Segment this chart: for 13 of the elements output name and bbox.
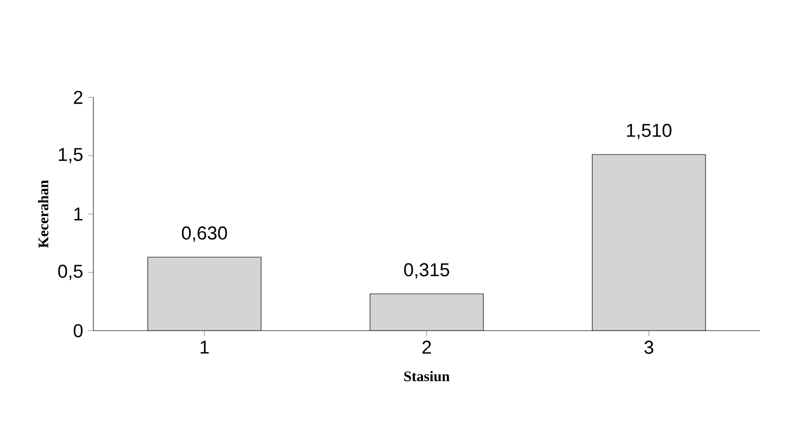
y-tick-label: 1,5 [58, 148, 83, 164]
x-tick-label: 1 [200, 340, 209, 354]
data-label: 0,630 [182, 226, 227, 242]
data-label: 0,315 [404, 263, 450, 278]
y-axis-title: Kecerahan [38, 180, 48, 248]
x-tick-label: 2 [422, 340, 431, 354]
x-tick-label: 3 [644, 340, 654, 354]
data-label: 1,510 [627, 124, 672, 139]
y-tick-label: 0,5 [58, 264, 83, 280]
y-tick-label: 0 [74, 324, 83, 338]
y-tick-label: 2 [74, 90, 82, 104]
x-axis-title: Stasiun [404, 370, 450, 382]
y-tick-label: 1 [74, 207, 82, 220]
